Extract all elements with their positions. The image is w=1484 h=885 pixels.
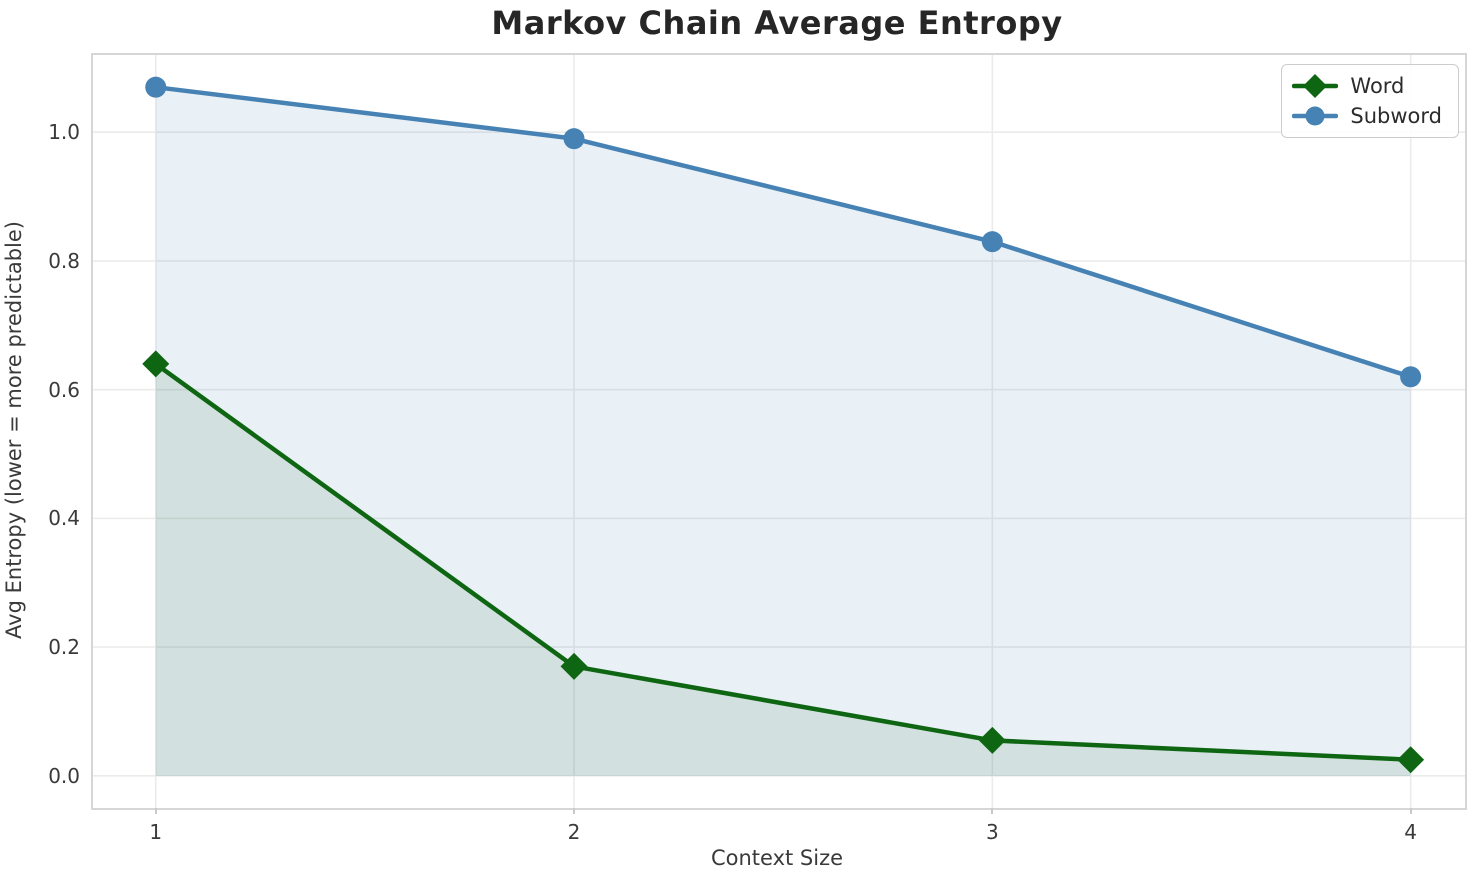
ytick-label-1.0: 1.0 [48, 120, 80, 145]
area-fill-subword [155, 87, 1411, 776]
y-axis-label: Avg Entropy (lower = more predictable) [2, 221, 26, 639]
marker-subword-x3 [981, 231, 1003, 253]
xtick-mark-2 [573, 808, 576, 814]
marker-subword-x1 [145, 76, 167, 98]
line-word [153, 361, 1413, 762]
marker-word-x2 [560, 652, 588, 680]
chart-title: Markov Chain Average Entropy [491, 4, 1063, 42]
legend-label-subword: Subword [1350, 104, 1442, 128]
legend-marker-subword-icon [1292, 106, 1339, 126]
line-chart [93, 55, 1465, 808]
legend-item-word: Word [1292, 72, 1442, 100]
xtick-label-1: 1 [149, 820, 163, 844]
ytick-label-0.6: 0.6 [48, 377, 80, 402]
plot-area: Word Subword 0.0 0.2 0.4 0.6 0.8 1.0 1 2 3 4 [48, 53, 1467, 844]
xtick-label-2: 2 [567, 820, 581, 844]
xtick-label-3: 3 [985, 820, 999, 844]
x-axis-label: Context Size [710, 846, 844, 870]
legend-item-subword: Subword [1292, 102, 1442, 130]
ytick-label-0.8: 0.8 [48, 248, 80, 273]
xtick-mark-4 [1409, 808, 1412, 814]
ytick-label-0.2: 0.2 [48, 635, 80, 660]
line-subword [153, 84, 1413, 380]
marker-subword-x4 [1400, 366, 1422, 388]
legend-marker-word-icon [1292, 74, 1339, 98]
xtick-mark-1 [154, 808, 157, 814]
legend: Word Subword [1281, 64, 1459, 138]
legend-label-word: Word [1350, 74, 1405, 98]
marker-word-x3 [978, 726, 1006, 754]
ytick-label-0.0: 0.0 [48, 763, 80, 788]
marker-word-x1 [142, 350, 170, 378]
area-fill-word [155, 363, 1411, 776]
xtick-mark-3 [991, 808, 994, 814]
xtick-label-4: 4 [1404, 820, 1417, 844]
marker-word-x4 [1397, 746, 1425, 774]
marker-subword-x2 [563, 128, 585, 150]
ytick-label-0.4: 0.4 [48, 506, 80, 531]
